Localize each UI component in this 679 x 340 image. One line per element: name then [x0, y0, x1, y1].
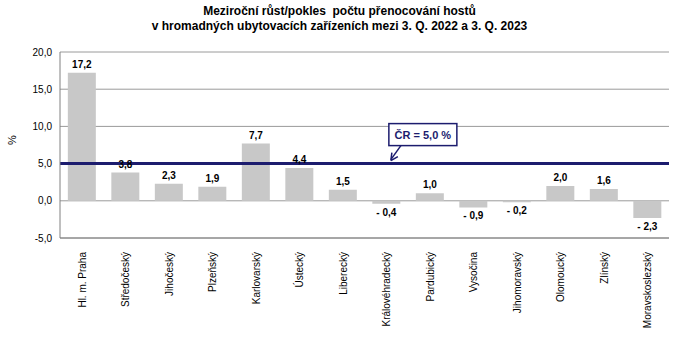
- svg-text:Jihočeský: Jihočeský: [164, 252, 175, 296]
- svg-text:10,0: 10,0: [33, 121, 53, 132]
- svg-text:1,5: 1,5: [336, 176, 350, 187]
- svg-text:- 0,9: - 0,9: [463, 210, 483, 221]
- svg-text:Vysočina: Vysočina: [468, 252, 479, 293]
- svg-text:- 0,2: - 0,2: [507, 205, 527, 216]
- svg-text:17,2: 17,2: [72, 59, 92, 70]
- svg-text:Středočeský: Středočeský: [120, 252, 131, 307]
- svg-text:1,6: 1,6: [597, 175, 611, 186]
- svg-text:Jihomoravský: Jihomoravský: [512, 252, 523, 313]
- svg-text:3,8: 3,8: [118, 159, 132, 170]
- svg-text:7,7: 7,7: [249, 130, 263, 141]
- svg-text:5,0: 5,0: [38, 158, 52, 169]
- html-text:Meziroční růst/pokles počtu př: Meziroční růst/pokles počtu přenocování …: [203, 4, 476, 18]
- svg-text:Plzeňský: Plzeňský: [207, 252, 218, 292]
- svg-text:Zlínský: Zlínský: [599, 252, 610, 284]
- svg-text:Královéhradecký: Královéhradecký: [381, 252, 392, 326]
- svg-text:Karlovarský: Karlovarský: [251, 252, 262, 304]
- html-text:v hromadných ubytovacích zaříz: v hromadných ubytovacích zařízeních mezi…: [151, 19, 528, 33]
- svg-text:Liberecký: Liberecký: [338, 252, 349, 295]
- svg-text:ČR = 5,0 %: ČR = 5,0 %: [395, 129, 452, 141]
- svg-text:Pardubický: Pardubický: [425, 252, 436, 301]
- svg-text:%: %: [8, 135, 18, 145]
- svg-text:Ústecký: Ústecký: [293, 252, 305, 288]
- svg-text:15,0: 15,0: [33, 84, 53, 95]
- svg-text:Moravskoslezský: Moravskoslezský: [642, 252, 653, 328]
- svg-text:2,3: 2,3: [162, 170, 176, 181]
- svg-text:1,0: 1,0: [423, 179, 437, 190]
- svg-text:1,9: 1,9: [205, 173, 219, 184]
- svg-text:-5,0: -5,0: [35, 233, 53, 244]
- svg-text:Hl. m. Praha: Hl. m. Praha: [77, 252, 88, 308]
- svg-text:2,0: 2,0: [553, 172, 567, 183]
- svg-text:Olomoucký: Olomoucký: [555, 252, 566, 302]
- svg-text:- 2,3: - 2,3: [637, 221, 657, 232]
- svg-text:0,0: 0,0: [38, 195, 52, 206]
- svg-text:4,4: 4,4: [292, 154, 306, 165]
- svg-text:- 0,4: - 0,4: [376, 207, 396, 218]
- svg-text:20,0: 20,0: [33, 47, 53, 58]
